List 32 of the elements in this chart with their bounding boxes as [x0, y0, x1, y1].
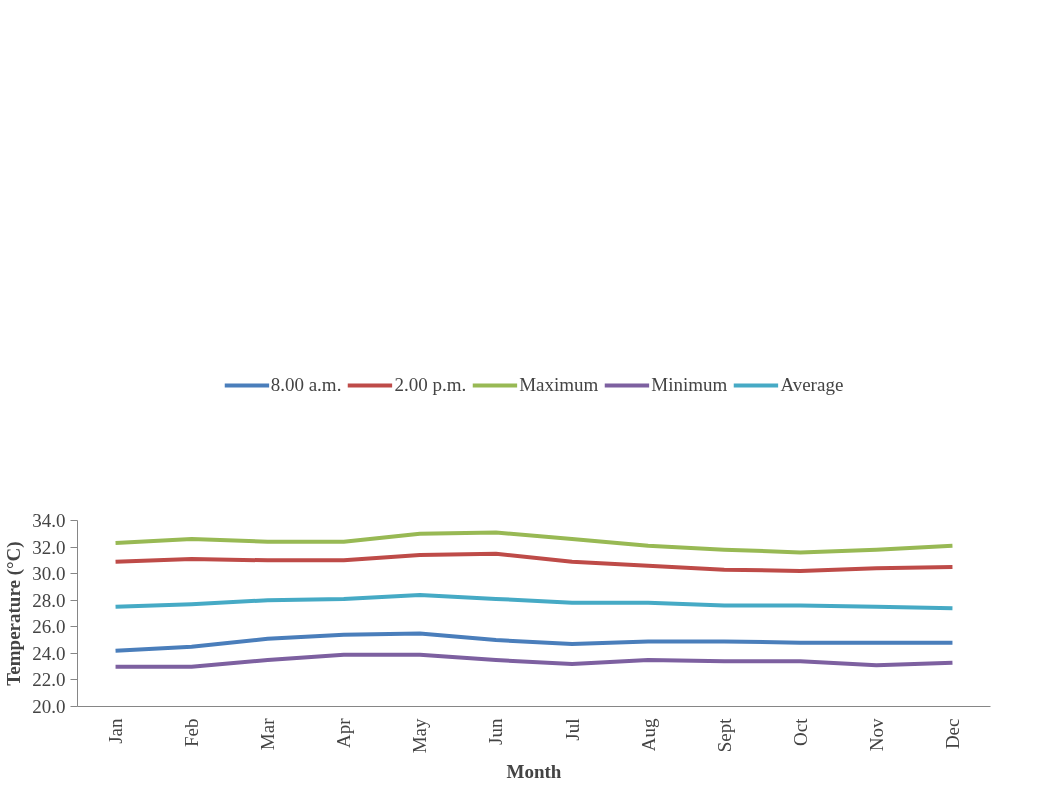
legend-label: 2.00 p.m. [394, 373, 467, 396]
x-tick-label: Apr [333, 717, 355, 749]
x-axis-title: Month [506, 761, 562, 783]
x-tick-label: Dec [941, 718, 963, 750]
x-tick-label: Mar [257, 717, 279, 751]
line-series [113, 530, 955, 555]
line-series [113, 551, 955, 573]
x-tick-label: Jul [561, 718, 583, 741]
y-axis-title: Temperature (°C) [3, 541, 26, 686]
x-tick-label: Sept [713, 717, 735, 753]
y-tick-label: 30.0 [32, 563, 66, 585]
line-series [113, 592, 955, 611]
y-tick-label: 22.0 [32, 669, 66, 691]
x-tick-label: Jan [105, 718, 127, 744]
y-tick-label: 28.0 [32, 589, 66, 611]
legend-label: Minimum [651, 373, 728, 396]
legend-label: Maximum [519, 373, 599, 396]
line-series [113, 652, 955, 669]
x-tick-label: Feb [181, 718, 203, 747]
x-tick-label: May [409, 718, 431, 754]
y-tick-label: 32.0 [32, 536, 66, 558]
line-series [113, 631, 955, 653]
y-tick-label: 26.0 [32, 616, 66, 638]
x-tick-label: Oct [789, 717, 811, 746]
x-tick-label: Jun [485, 718, 507, 745]
y-tick-label: 24.0 [32, 642, 66, 664]
x-tick-label: Aug [637, 718, 659, 752]
y-tick-label: 34.0 [32, 510, 66, 531]
y-tick-label: 20.0 [32, 696, 66, 717]
legend-label: 8.00 a.m. [270, 373, 342, 396]
x-tick-label: Nov [865, 718, 887, 752]
legend-label: Average [780, 373, 844, 396]
